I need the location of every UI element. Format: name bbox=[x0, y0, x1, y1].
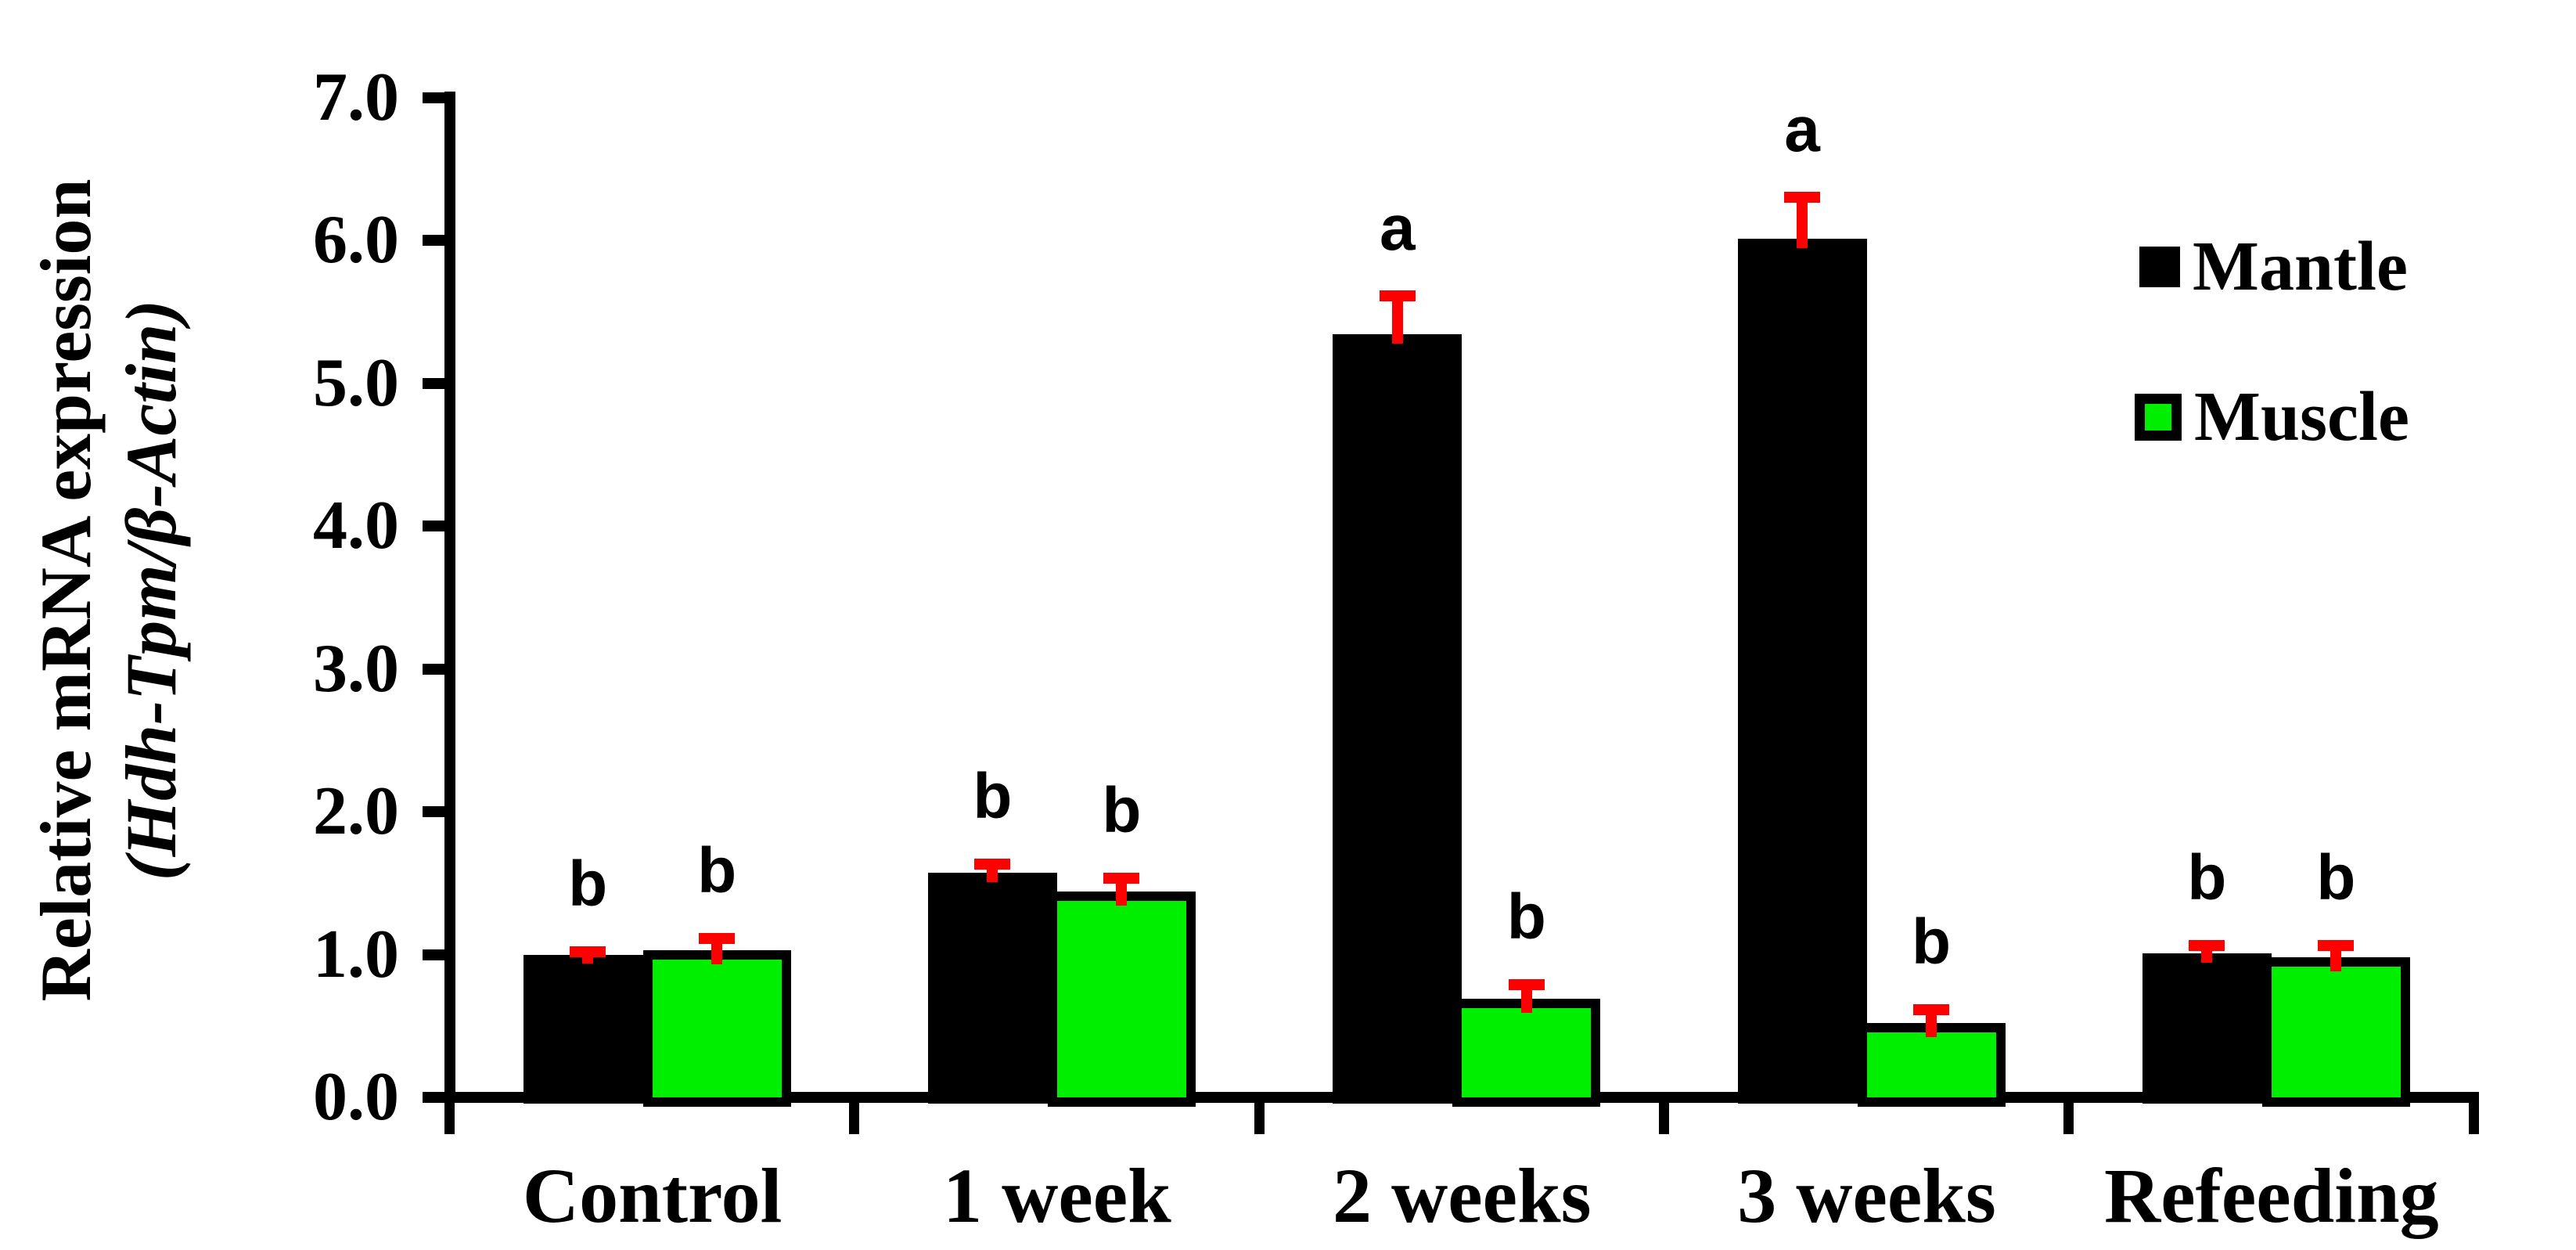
y-axis-tick-label: 4.0 bbox=[313, 488, 399, 564]
x-axis-label-3-weeks: 3 weeks bbox=[1737, 1152, 1996, 1239]
error-bar-cap-muscle-refeeding bbox=[2318, 940, 2355, 952]
x-axis-tick bbox=[849, 1092, 860, 1134]
x-axis-tick bbox=[2468, 1092, 2479, 1134]
sig-letter-mantle-2-weeks: a bbox=[1379, 192, 1416, 264]
x-axis-tick bbox=[444, 1092, 455, 1134]
error-bar-shaft-muscle-3-weeks bbox=[1926, 1010, 1937, 1037]
error-bar-shaft-muscle-refeeding bbox=[2330, 946, 2342, 971]
y-axis-tick bbox=[423, 949, 444, 960]
sig-letter-muscle-3-weeks: b bbox=[1912, 906, 1952, 978]
legend-item-mantle: Mantle bbox=[2139, 232, 2408, 302]
error-bar-cap-muscle-1-week bbox=[1103, 873, 1140, 884]
legend-swatch-muscle bbox=[2135, 394, 2182, 441]
y-axis-title-line1: Relative mRNA expression bbox=[26, 178, 106, 1002]
y-axis-title-line2: (Hdh-Tpm/β-Actin) bbox=[110, 299, 191, 881]
y-axis-line bbox=[444, 92, 455, 1103]
x-axis-label-refeeding: Refeeding bbox=[2104, 1152, 2439, 1239]
legend-item-muscle: Muscle bbox=[2135, 382, 2409, 452]
y-axis-tick-label: 1.0 bbox=[313, 916, 399, 992]
x-axis-tick bbox=[1254, 1092, 1265, 1134]
y-axis-tick-label: 7.0 bbox=[313, 59, 399, 135]
y-axis-tick-label: 5.0 bbox=[313, 344, 399, 421]
error-bar-cap-mantle-control bbox=[570, 946, 606, 957]
x-axis-tick bbox=[1658, 1092, 1669, 1134]
sig-letter-mantle-control: b bbox=[568, 848, 608, 920]
error-bar-shaft-mantle-3-weeks bbox=[1797, 197, 1808, 249]
legend-label-muscle: Muscle bbox=[2194, 378, 2409, 456]
sig-letter-muscle-refeeding: b bbox=[2316, 842, 2356, 914]
y-axis-tick bbox=[423, 377, 444, 389]
legend-swatch-mantle bbox=[2139, 247, 2180, 287]
x-axis-label-2-weeks: 2 weeks bbox=[1332, 1152, 1592, 1239]
bar-mantle-3-weeks bbox=[1737, 239, 1867, 1104]
y-axis-tick bbox=[423, 521, 444, 531]
error-bar-cap-mantle-2-weeks bbox=[1379, 290, 1416, 301]
bar-mantle-2-weeks bbox=[1333, 334, 1462, 1104]
sig-letter-mantle-refeeding: b bbox=[2187, 842, 2227, 914]
error-bar-shaft-muscle-2-weeks bbox=[1520, 985, 1532, 1013]
error-bar-shaft-mantle-2-weeks bbox=[1391, 296, 1403, 344]
y-axis-title: Relative mRNA expression (Hdh-Tpm/β-Acti… bbox=[23, 38, 227, 1142]
y-axis-tick bbox=[423, 663, 444, 675]
y-axis-tick bbox=[423, 806, 444, 817]
y-axis-tick bbox=[423, 235, 444, 246]
bar-mantle-1-week bbox=[927, 873, 1057, 1104]
error-bar-shaft-muscle-control bbox=[711, 939, 723, 964]
y-axis-tick bbox=[423, 92, 444, 103]
sig-letter-mantle-1-week: b bbox=[973, 761, 1013, 833]
y-axis-tick-label: 6.0 bbox=[313, 202, 399, 278]
bar-mantle-refeeding bbox=[2142, 953, 2272, 1104]
y-axis-tick-label: 0.0 bbox=[313, 1059, 399, 1135]
legend-label-mantle: Mantle bbox=[2193, 228, 2408, 305]
bar-muscle-2-weeks bbox=[1452, 998, 1601, 1107]
error-bar-cap-mantle-1-week bbox=[974, 859, 1011, 870]
error-bar-shaft-muscle-1-week bbox=[1116, 879, 1128, 906]
bar-muscle-control bbox=[642, 949, 791, 1107]
sig-letter-muscle-2-weeks: b bbox=[1506, 881, 1546, 953]
bar-muscle-1-week bbox=[1047, 891, 1196, 1107]
x-axis-label-control: Control bbox=[522, 1152, 783, 1239]
sig-letter-muscle-control: b bbox=[697, 835, 737, 907]
x-axis-tick bbox=[2063, 1092, 2074, 1134]
sig-letter-muscle-1-week: b bbox=[1102, 775, 1142, 847]
bar-muscle-refeeding bbox=[2261, 956, 2410, 1107]
bar-mantle-control bbox=[523, 954, 653, 1104]
y-axis-tick-label: 2.0 bbox=[313, 773, 399, 849]
x-axis-label-1-week: 1 week bbox=[943, 1152, 1171, 1239]
error-bar-cap-muscle-control bbox=[699, 933, 736, 945]
error-bar-cap-mantle-3-weeks bbox=[1784, 191, 1821, 203]
error-bar-cap-muscle-3-weeks bbox=[1913, 1004, 1950, 1016]
error-bar-cap-mantle-refeeding bbox=[2189, 940, 2225, 952]
sig-letter-mantle-3-weeks: a bbox=[1784, 93, 1820, 165]
y-axis-tick bbox=[423, 1092, 444, 1103]
error-bar-cap-muscle-2-weeks bbox=[1508, 978, 1545, 990]
y-axis-tick-label: 3.0 bbox=[313, 630, 399, 707]
